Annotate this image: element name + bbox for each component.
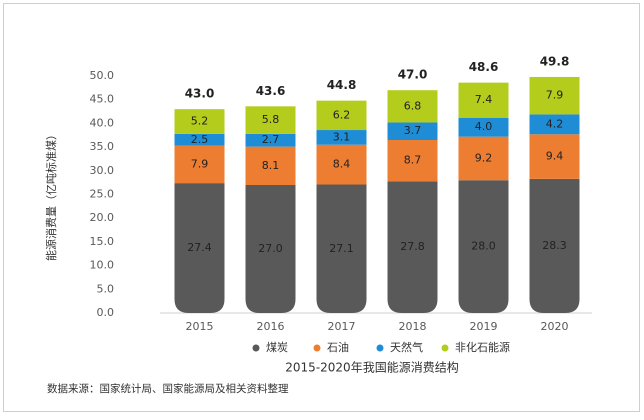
y-tick-label: 30.0 [90,164,115,177]
y-tick-label: 20.0 [90,211,115,224]
data-label: 3.1 [333,130,351,143]
bar-segment [458,136,509,181]
data-label: 27.1 [329,242,354,255]
bar-segment [316,100,367,131]
data-label: 8.1 [262,159,280,172]
x-tick-label: 2017 [328,320,356,333]
total-label: 49.8 [540,54,570,68]
bar-segment [387,139,438,182]
bar-segment [316,184,367,313]
y-tick-label: 15.0 [90,235,115,248]
legend-label: 煤炭 [266,341,288,354]
bar-segment [174,145,225,184]
data-label: 2.5 [191,133,209,146]
y-axis-title: 能源消费量（亿吨标准煤） [44,129,58,261]
source-note: 数据来源：国家统计局、国家能源局及相关资料整理 [47,382,289,395]
data-label: 8.4 [333,158,351,171]
y-tick-label: 25.0 [90,188,115,201]
data-label: 7.9 [191,157,209,170]
data-label: 7.4 [475,93,493,106]
legend-label: 非化石能源 [455,340,510,354]
data-label: 8.7 [404,154,422,167]
data-label: 3.7 [404,124,422,137]
data-label: 9.4 [546,150,564,163]
y-tick-label: 45.0 [90,93,115,106]
bar-segment [245,185,296,313]
bar-segment [387,122,438,140]
data-label: 7.9 [546,89,564,102]
data-label: 9.2 [475,151,493,164]
data-label: 28.0 [471,240,496,253]
y-tick-label: 5.0 [97,282,115,295]
total-label: 44.8 [327,78,357,92]
legend-label: 天然气 [390,340,423,354]
bar-segment [529,178,580,313]
bar-segment [174,133,225,146]
bar-segment [245,133,296,147]
x-tick-label: 2018 [399,320,427,333]
total-label: 48.6 [469,60,499,74]
y-tick-label: 40.0 [90,116,115,129]
x-tick-label: 2019 [470,320,498,333]
y-tick-label: 0.0 [97,306,115,319]
legend-marker [376,344,384,352]
data-label: 27.4 [187,241,212,254]
data-label: 4.0 [475,120,493,133]
bar-segment [174,109,225,134]
data-label: 4.2 [546,117,564,130]
x-tick-label: 2015 [186,320,214,333]
legend-marker [252,344,260,352]
data-label: 2.7 [262,133,280,146]
data-label: 27.8 [400,240,425,253]
bar-segment [316,144,367,185]
bar-segment [458,117,509,137]
legend-marker [313,344,321,352]
bar-segment [387,90,438,123]
chart-title: 2015-2020年我国能源消费结构 [285,360,458,375]
bar-segment [458,82,509,118]
data-label: 27.0 [258,242,283,255]
data-label: 5.8 [262,113,280,126]
legend-marker [441,344,449,352]
total-label: 47.0 [398,68,428,82]
data-label: 5.2 [191,115,209,128]
bar-segment [387,181,438,313]
x-tick-label: 2020 [541,320,569,333]
y-tick-label: 50.0 [90,69,115,82]
data-label: 6.2 [333,108,351,121]
data-label: 28.3 [542,239,567,252]
bar-segment [174,183,225,313]
bar-segment [245,106,296,134]
legend-label: 石油 [327,340,349,354]
bar-segment [529,114,580,135]
bar-segment [529,76,580,115]
total-label: 43.0 [185,87,215,101]
data-label: 6.8 [404,99,422,112]
x-tick-label: 2016 [257,320,285,333]
total-label: 43.6 [256,84,286,98]
bar-segment [316,130,367,145]
y-tick-label: 10.0 [90,259,115,272]
bar-segment [458,180,509,313]
bar-segment [529,134,580,179]
y-tick-label: 35.0 [90,140,115,153]
bar-segment [245,146,296,186]
